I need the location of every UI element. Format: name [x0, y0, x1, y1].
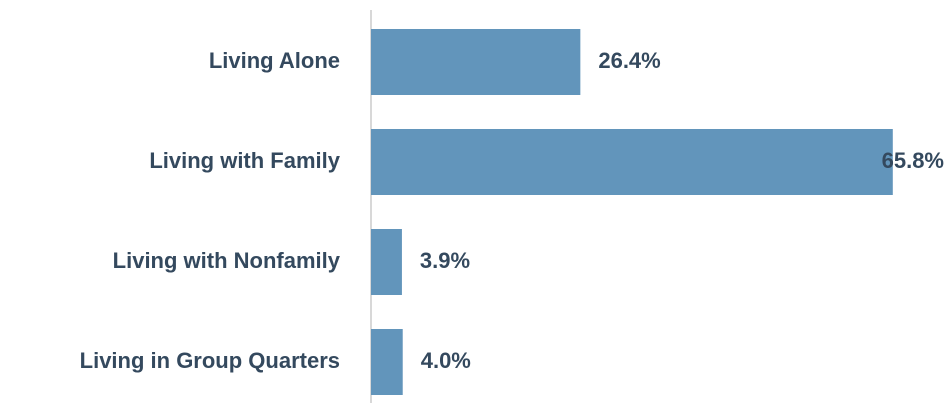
value-label: 4.0% [421, 348, 471, 373]
category-label: Living with Family [149, 148, 340, 173]
value-label: 65.8% [882, 148, 944, 173]
bar [371, 129, 893, 195]
bar [371, 329, 403, 395]
bar [371, 229, 402, 295]
category-label: Living in Group Quarters [80, 348, 340, 373]
category-label: Living with Nonfamily [113, 248, 341, 273]
bar [371, 29, 581, 95]
category-label: Living Alone [209, 48, 340, 73]
value-label: 26.4% [598, 48, 660, 73]
value-label: 3.9% [420, 248, 470, 273]
